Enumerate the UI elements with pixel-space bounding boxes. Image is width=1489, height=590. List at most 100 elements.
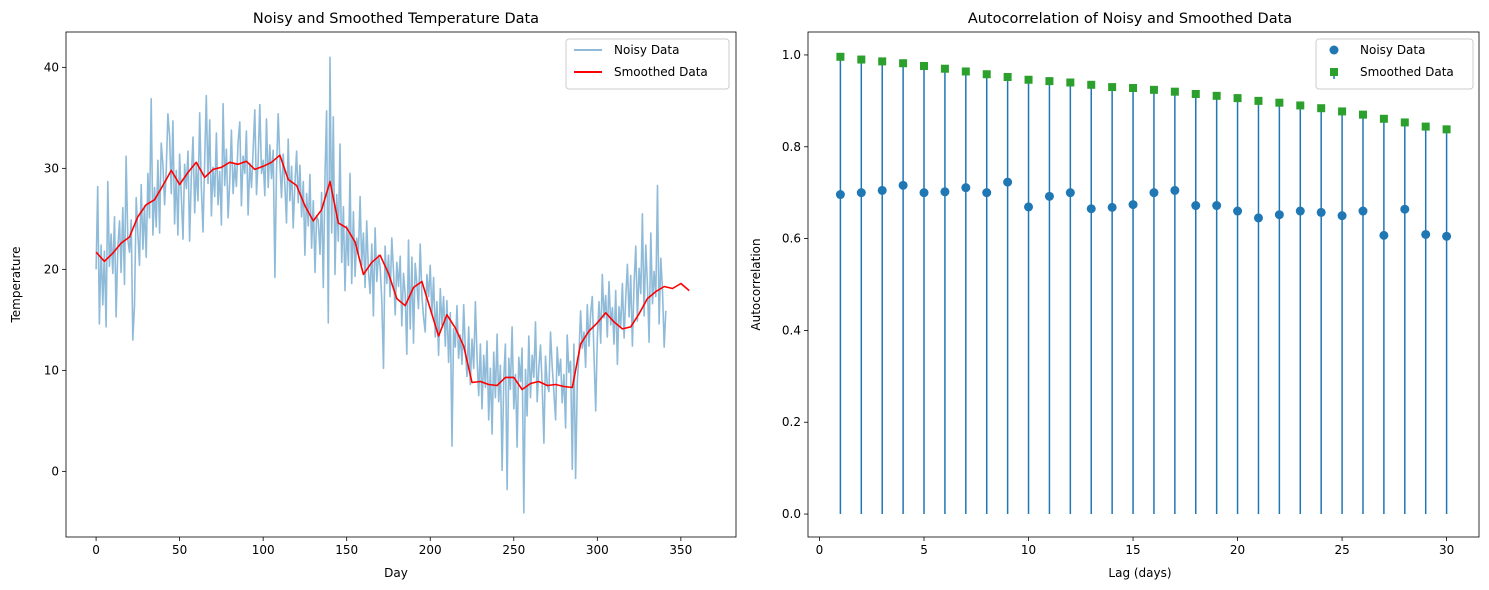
noisy-marker <box>877 185 887 195</box>
noisy-marker <box>982 188 992 198</box>
y-axis-ticks: 0 10 20 30 40 <box>44 60 66 478</box>
y-tick-label: 1.0 <box>782 48 801 62</box>
noisy-marker <box>898 180 908 190</box>
smoothed-marker <box>899 59 908 68</box>
plot-area <box>835 52 1452 515</box>
noisy-marker <box>1421 229 1431 239</box>
legend-noisy-label: Noisy Data <box>614 43 679 57</box>
x-tick-label: 250 <box>502 543 525 557</box>
y-tick-label: 10 <box>44 363 59 377</box>
noisy-marker <box>1442 231 1452 241</box>
smoothed-marker <box>1317 104 1326 113</box>
smoothed-marker <box>1296 101 1305 110</box>
noisy-marker <box>1191 201 1201 211</box>
smoothed-marker <box>1024 75 1033 84</box>
y-tick-label: 0.4 <box>782 323 801 337</box>
x-tick-label: 200 <box>419 543 442 557</box>
noisy-marker <box>919 188 929 198</box>
x-tick-label: 5 <box>920 543 928 557</box>
x-axis-label: Day <box>384 566 408 580</box>
legend: Noisy Data Smoothed Data <box>1315 38 1474 90</box>
smoothed-marker <box>1108 83 1117 92</box>
y-axis-label: Autocorrelation <box>749 238 763 330</box>
legend-box <box>565 38 730 90</box>
x-tick-label: 300 <box>586 543 609 557</box>
noisy-marker <box>1295 206 1305 216</box>
legend-smoothed-label: Smoothed Data <box>1360 65 1454 79</box>
legend-smoothed-label: Smoothed Data <box>614 65 708 79</box>
noisy-marker <box>1316 207 1326 217</box>
temperature-chart: Noisy and Smoothed Temperature Data 0 50 1… <box>9 11 737 580</box>
smoothed-marker <box>836 52 845 61</box>
y-tick-label: 0 <box>51 464 59 478</box>
noisy-marker <box>835 190 845 200</box>
x-tick-label: 100 <box>252 543 275 557</box>
noisy-marker <box>1379 230 1389 240</box>
smoothed-marker <box>1421 122 1430 131</box>
x-tick-label: 30 <box>1439 543 1454 557</box>
noisy-marker <box>1128 200 1138 210</box>
legend-noisy-label: Noisy Data <box>1360 43 1425 57</box>
smoothed-marker <box>1400 118 1409 127</box>
smoothed-marker <box>1254 96 1263 105</box>
noisy-marker <box>1400 204 1410 214</box>
smoothed-marker <box>1191 89 1200 98</box>
x-tick-label: 0 <box>816 543 824 557</box>
noisy-marker <box>1233 206 1243 216</box>
smoothed-marker <box>1066 78 1075 87</box>
noisy-marker <box>961 183 971 193</box>
autocorrelation-chart: Autocorrelation of Noisy and Smoothed Da… <box>749 11 1480 580</box>
noisy-marker <box>1107 202 1117 212</box>
y-tick-label: 0.2 <box>782 415 801 429</box>
legend-smoothed-marker <box>1330 68 1338 76</box>
smoothed-marker <box>1129 84 1138 93</box>
noisy-marker <box>1337 211 1347 221</box>
smoothed-marker <box>982 70 991 79</box>
noisy-marker <box>1274 210 1284 220</box>
y-axis-ticks: 0.0 0.2 0.4 0.6 0.8 1.0 <box>782 48 808 521</box>
y-tick-label: 20 <box>44 262 59 276</box>
x-tick-label: 50 <box>172 543 187 557</box>
noisy-data-line <box>95 56 667 514</box>
x-tick-label: 350 <box>669 543 692 557</box>
plot-area <box>95 56 690 514</box>
smoothed-marker <box>1379 114 1388 123</box>
legend-box <box>1315 38 1474 90</box>
x-tick-label: 150 <box>335 543 358 557</box>
y-tick-label: 0.0 <box>782 507 801 521</box>
noisy-marker <box>1170 185 1180 195</box>
smoothed-marker <box>920 61 929 70</box>
x-axis-label: Lag (days) <box>1108 566 1171 580</box>
smoothed-marker <box>940 64 949 73</box>
smoothed-marker <box>878 57 887 66</box>
y-tick-label: 30 <box>44 161 59 175</box>
smoothed-marker <box>857 55 866 64</box>
legend: Noisy Data Smoothed Data <box>565 38 730 90</box>
smoothed-marker <box>1003 72 1012 81</box>
smoothed-marker <box>1170 87 1179 96</box>
noisy-marker <box>940 187 950 197</box>
noisy-marker <box>1086 204 1096 214</box>
noisy-marker <box>1003 177 1013 187</box>
noisy-marker <box>1065 188 1075 198</box>
noisy-marker <box>1149 188 1159 198</box>
x-tick-label: 10 <box>1021 543 1036 557</box>
smoothed-marker <box>1045 77 1054 86</box>
smoothed-marker <box>1358 110 1367 119</box>
noisy-marker <box>1358 206 1368 216</box>
smoothed-marker <box>1233 94 1242 103</box>
axes-frame <box>65 31 737 538</box>
x-tick-label: 0 <box>92 543 100 557</box>
y-axis-label: Temperature <box>9 246 23 323</box>
y-tick-label: 40 <box>44 60 59 74</box>
chart-title: Noisy and Smoothed Temperature Data <box>253 11 539 27</box>
x-axis-ticks: 0 50 100 150 200 250 300 350 <box>92 537 692 557</box>
noisy-marker <box>1253 213 1263 223</box>
legend-noisy-marker <box>1329 45 1339 55</box>
noisy-marker <box>1024 202 1034 212</box>
noisy-marker <box>1212 201 1222 211</box>
smoothed-marker <box>1212 91 1221 100</box>
noisy-marker <box>1044 191 1054 201</box>
smoothed-marker <box>1149 85 1158 94</box>
